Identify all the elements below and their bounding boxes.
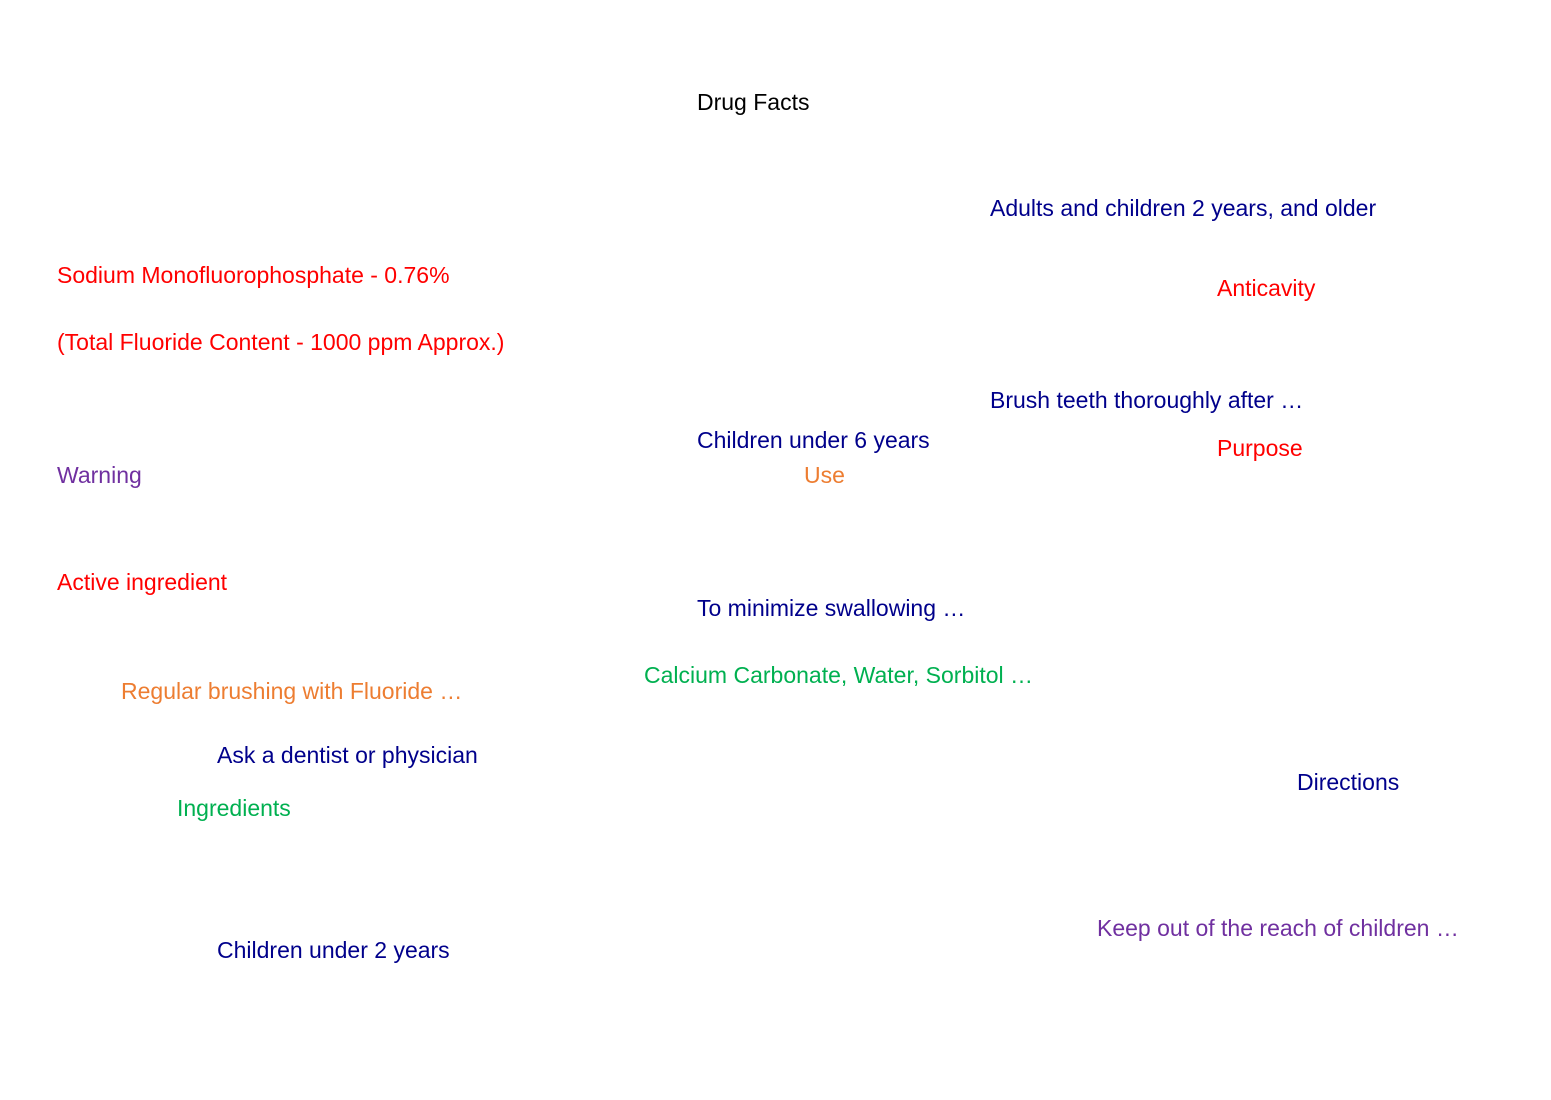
- use-label: Use: [804, 462, 845, 488]
- purpose-label: Purpose: [1217, 435, 1303, 461]
- warning-label: Warning: [57, 462, 142, 488]
- brush-teeth-label: Brush teeth thoroughly after …: [990, 387, 1304, 413]
- minimize-swallowing-label: To minimize swallowing …: [697, 595, 966, 621]
- children-under-2-label: Children under 2 years: [217, 937, 450, 963]
- adults-and-children-label: Adults and children 2 years, and older: [990, 195, 1377, 221]
- ingredients-label: Ingredients: [177, 795, 291, 821]
- total-fluoride-content-label: (Total Fluoride Content - 1000 ppm Appro…: [57, 329, 505, 355]
- drug-facts-title: Drug Facts: [697, 89, 810, 115]
- children-under-6-label: Children under 6 years: [697, 427, 930, 453]
- ask-dentist-label: Ask a dentist or physician: [217, 742, 478, 768]
- active-ingredient-label: Active ingredient: [57, 569, 228, 595]
- calcium-carbonate-label: Calcium Carbonate, Water, Sorbitol …: [644, 662, 1034, 688]
- regular-brushing-label: Regular brushing with Fluoride …: [121, 678, 463, 704]
- anticavity-label: Anticavity: [1217, 275, 1316, 301]
- keep-out-of-reach-label: Keep out of the reach of children …: [1097, 915, 1459, 941]
- directions-label: Directions: [1297, 769, 1400, 795]
- sodium-monofluorophosphate-label: Sodium Monofluorophosphate - 0.76%: [57, 262, 450, 288]
